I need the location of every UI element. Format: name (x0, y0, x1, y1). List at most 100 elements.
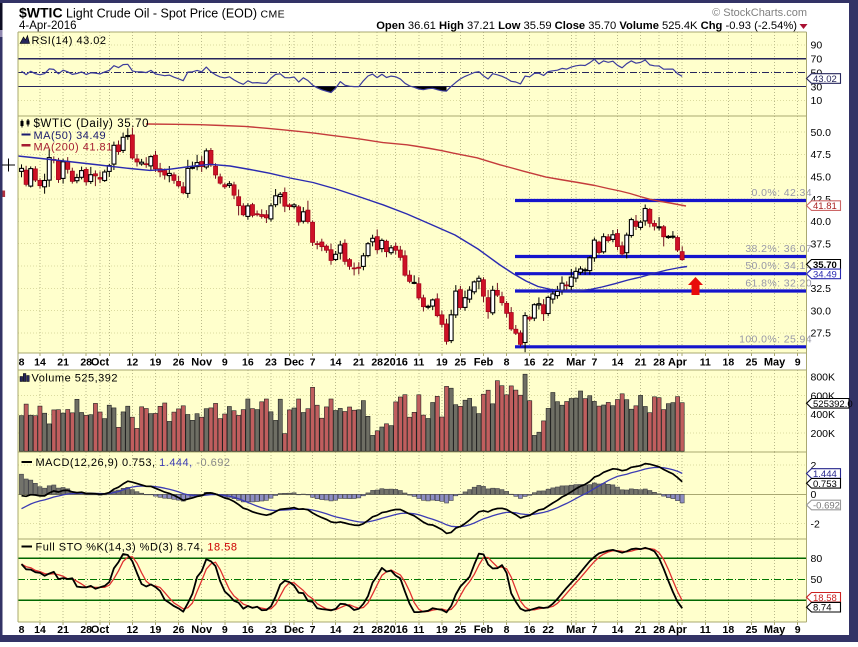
svg-text:25: 25 (746, 624, 758, 636)
svg-text:8.74: 8.74 (813, 603, 832, 614)
svg-text:23: 23 (265, 357, 277, 369)
svg-text:23: 23 (265, 624, 277, 636)
svg-text:400K: 400K (811, 409, 836, 421)
svg-text:7: 7 (310, 624, 316, 636)
svg-text:11: 11 (700, 357, 711, 369)
svg-text:47.5: 47.5 (811, 149, 832, 161)
svg-text:27.5: 27.5 (811, 328, 832, 340)
svg-text:50.0: 50.0 (811, 127, 832, 139)
svg-text:0.0%: 42.34: 0.0%: 42.34 (752, 187, 812, 199)
svg-text:28: 28 (653, 624, 665, 636)
svg-text:19: 19 (436, 624, 448, 636)
svg-text:2016: 2016 (383, 624, 407, 636)
svg-text:Full STO %K(14,3) %D(3) 8.74,: Full STO %K(14,3) %D(3) 8.74, 18.58 (36, 542, 238, 554)
svg-text:14: 14 (34, 624, 46, 636)
svg-text:Nov: Nov (191, 624, 213, 636)
svg-text:11: 11 (413, 357, 424, 369)
svg-text:45.0: 45.0 (811, 172, 832, 184)
svg-text:Dec: Dec (284, 624, 304, 636)
svg-text:7: 7 (591, 357, 597, 369)
svg-text:14: 14 (612, 624, 624, 636)
svg-text:8: 8 (504, 624, 510, 636)
svg-text:May: May (764, 624, 786, 636)
svg-text:43.02: 43.02 (813, 74, 837, 85)
svg-text:9: 9 (222, 624, 228, 636)
svg-text:18: 18 (723, 357, 735, 369)
svg-text:61.8%: 32.20: 61.8%: 32.20 (745, 278, 812, 290)
svg-text:22: 22 (542, 624, 554, 636)
svg-text:9: 9 (222, 357, 228, 369)
svg-text:28: 28 (371, 624, 383, 636)
svg-text:Dec: Dec (284, 357, 304, 369)
svg-text:19: 19 (150, 624, 162, 636)
svg-text:50.0%: 34.14: 50.0%: 34.14 (745, 260, 812, 272)
svg-text:14: 14 (330, 357, 342, 369)
svg-text:21: 21 (635, 624, 647, 636)
svg-text:16: 16 (524, 357, 536, 369)
svg-text:RSI(14) 43.02: RSI(14) 43.02 (32, 35, 107, 47)
svg-text:2016: 2016 (383, 357, 407, 369)
svg-text:800K: 800K (811, 372, 836, 384)
svg-text:200K: 200K (811, 428, 836, 440)
svg-text:Apr: Apr (668, 357, 688, 369)
svg-text:May: May (764, 357, 786, 369)
svg-text:37.5: 37.5 (811, 238, 832, 250)
svg-text:21: 21 (57, 357, 69, 369)
svg-text:40.0: 40.0 (811, 216, 832, 228)
svg-text:Apr: Apr (668, 624, 688, 636)
svg-text:22: 22 (542, 357, 554, 369)
svg-text:Oct: Oct (91, 624, 110, 636)
svg-text:14: 14 (34, 357, 46, 369)
svg-text:Feb: Feb (474, 624, 494, 636)
svg-text:16: 16 (524, 624, 536, 636)
svg-text:25: 25 (455, 624, 467, 636)
svg-text:100.0%: 25.94: 100.0%: 25.94 (739, 333, 812, 345)
svg-text:8: 8 (504, 357, 510, 369)
svg-text:12: 12 (127, 357, 139, 369)
svg-text:14: 14 (612, 357, 624, 369)
svg-text:21: 21 (353, 357, 365, 369)
svg-text:21: 21 (353, 624, 365, 636)
svg-text:0: 0 (811, 489, 817, 501)
svg-text:16: 16 (242, 624, 254, 636)
svg-text:0.753: 0.753 (813, 479, 837, 490)
svg-text:41.81: 41.81 (813, 201, 837, 212)
svg-text:MA(200) 41.81: MA(200) 41.81 (34, 141, 113, 153)
svg-text:21: 21 (635, 357, 647, 369)
svg-text:Mar: Mar (566, 624, 586, 636)
svg-text:25: 25 (455, 357, 467, 369)
svg-text:70: 70 (811, 54, 823, 66)
svg-text:MA(50) 34.49: MA(50) 34.49 (34, 130, 107, 142)
svg-text:© StockCharts.com: © StockCharts.com (712, 7, 807, 19)
svg-text:Mar: Mar (566, 357, 586, 369)
svg-text:-0.692: -0.692 (813, 501, 840, 512)
svg-text:Volume 525,392: Volume 525,392 (32, 373, 119, 385)
svg-text:19: 19 (150, 357, 162, 369)
svg-text:16: 16 (242, 357, 254, 369)
svg-text:80: 80 (811, 553, 823, 565)
svg-text:28: 28 (653, 357, 665, 369)
svg-text:12: 12 (127, 624, 139, 636)
svg-text:32.5: 32.5 (811, 283, 832, 295)
svg-text:Oct: Oct (91, 357, 110, 369)
svg-text:Open 36.61 High 37.21 Low 35.5: Open 36.61 High 37.21 Low 35.59 Close 35… (376, 20, 797, 32)
svg-text:$WTIC Light Crude Oil - Spot P: $WTIC Light Crude Oil - Spot Price (EOD)… (19, 5, 285, 21)
svg-text:7: 7 (591, 624, 597, 636)
svg-text:14: 14 (330, 624, 342, 636)
svg-text:Feb: Feb (474, 357, 494, 369)
svg-text:38.2%: 36.07: 38.2%: 36.07 (745, 243, 812, 255)
svg-text:11: 11 (700, 624, 711, 636)
svg-text:10: 10 (811, 95, 823, 107)
svg-text:30.0: 30.0 (811, 305, 832, 317)
svg-text:8: 8 (19, 357, 25, 369)
svg-text:MACD(12,26,9) 0.753, 1.444, -0: MACD(12,26,9) 0.753, 1.444, -0.692 (36, 457, 231, 469)
svg-text:28: 28 (371, 357, 383, 369)
svg-text:26: 26 (173, 357, 185, 369)
svg-text:25: 25 (746, 357, 758, 369)
svg-text:21: 21 (57, 624, 69, 636)
svg-text:525392.0: 525392.0 (813, 399, 853, 410)
svg-text:34.49: 34.49 (813, 269, 837, 280)
svg-text:18: 18 (723, 624, 735, 636)
svg-text:9: 9 (795, 624, 801, 636)
svg-text:26: 26 (173, 624, 185, 636)
